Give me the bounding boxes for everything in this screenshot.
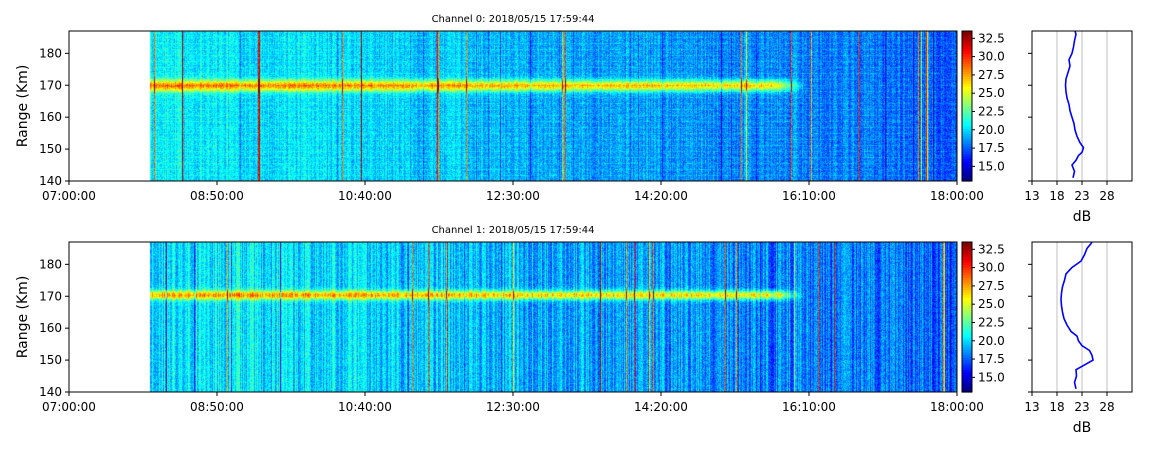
ch1-profile-xtick-label-18: 18 bbox=[1049, 400, 1064, 414]
ch0-heatmap bbox=[69, 31, 957, 181]
ch0-profile-xtick-label-23: 23 bbox=[1074, 189, 1089, 203]
ch1-ylabel: Range (Km) bbox=[15, 276, 31, 359]
ch1-profile-xtick-label-13: 13 bbox=[1024, 400, 1039, 414]
ch0-profile-xtick-label-28: 28 bbox=[1099, 189, 1114, 203]
ch0-xtick-label-12:30:00: 12:30:00 bbox=[486, 189, 540, 203]
ch0-profile-line bbox=[1064, 30, 1085, 178]
ch1-xtick-label-07:00:00: 07:00:00 bbox=[42, 400, 96, 414]
ch1-ytick-label-150: 150 bbox=[39, 353, 62, 367]
ch0-ytick-label-170: 170 bbox=[39, 78, 62, 92]
ch0-xtick-label-18:00:00: 18:00:00 bbox=[930, 189, 984, 203]
ch1-profile-frame bbox=[1031, 241, 1133, 393]
ch1-cb-tick-label-0: 15.0 bbox=[978, 370, 1005, 384]
ch0-cb-tick-label-0: 15.0 bbox=[978, 159, 1005, 173]
ch1-cb-tick-label-1: 17.5 bbox=[978, 352, 1005, 366]
ch0-cb-tick-label-3: 22.5 bbox=[978, 104, 1005, 118]
ch1-ytick-label-180: 180 bbox=[39, 257, 62, 271]
ch0-profile-frame bbox=[1031, 30, 1133, 182]
ch0-cb-tick-label-6: 30.0 bbox=[978, 50, 1005, 64]
ch1-xtick-label-12:30:00: 12:30:00 bbox=[486, 400, 540, 414]
ch1-profile-line bbox=[1060, 241, 1094, 389]
ch0-cb-tick-label-5: 27.5 bbox=[978, 68, 1005, 82]
ch0-xtick-label-07:00:00: 07:00:00 bbox=[42, 189, 96, 203]
ch0-xtick-label-14:20:00: 14:20:00 bbox=[634, 189, 688, 203]
ch0-profile-xtick-label-18: 18 bbox=[1049, 189, 1064, 203]
ch0-xtick-label-10:40:00: 10:40:00 bbox=[338, 189, 392, 203]
ch1-ytick-label-170: 170 bbox=[39, 289, 62, 303]
ch0-cb-tick-label-1: 17.5 bbox=[978, 141, 1005, 155]
ch0-cb-tick-label-7: 32.5 bbox=[978, 31, 1005, 45]
ch1-cb-tick-label-6: 30.0 bbox=[978, 261, 1005, 275]
ch1-xtick-label-10:40:00: 10:40:00 bbox=[338, 400, 392, 414]
ch1-profile-xtick-label-28: 28 bbox=[1099, 400, 1114, 414]
ch1-xtick-label-18:00:00: 18:00:00 bbox=[930, 400, 984, 414]
ch0-ylabel: Range (Km) bbox=[15, 65, 31, 148]
ch1-ytick-label-140: 140 bbox=[39, 385, 62, 399]
ch0-xtick-label-16:10:00: 16:10:00 bbox=[782, 189, 836, 203]
ch1-cb-tick-label-5: 27.5 bbox=[978, 279, 1005, 293]
ch1-xtick-label-08:50:00: 08:50:00 bbox=[190, 400, 244, 414]
ch0-cb-tick-label-4: 25.0 bbox=[978, 86, 1005, 100]
ch0-ytick-label-160: 160 bbox=[39, 110, 62, 124]
ch0-profile-xlabel: dB bbox=[1073, 209, 1092, 225]
ch1-cb-tick-label-3: 22.5 bbox=[978, 315, 1005, 329]
ch0-profile-xtick-label-13: 13 bbox=[1024, 189, 1039, 203]
ch1-cb-tick-label-7: 32.5 bbox=[978, 242, 1005, 256]
ch1-colorbar bbox=[962, 242, 972, 393]
ch0-ytick-label-150: 150 bbox=[39, 142, 62, 156]
ch0-title: Channel 0: 2018/05/15 17:59:44 bbox=[432, 14, 595, 25]
ch0-colorbar bbox=[962, 31, 972, 182]
ch1-profile-xlabel: dB bbox=[1073, 420, 1092, 436]
ch1-xtick-label-16:10:00: 16:10:00 bbox=[782, 400, 836, 414]
ch0-colorbar-frame bbox=[961, 30, 973, 182]
ch1-cb-tick-label-2: 20.0 bbox=[978, 334, 1005, 348]
ch1-profile-xtick-label-23: 23 bbox=[1074, 400, 1089, 414]
ch1-title: Channel 1: 2018/05/15 17:59:44 bbox=[432, 225, 595, 236]
ch1-heatmap bbox=[69, 242, 957, 392]
ch0-cb-tick-label-2: 20.0 bbox=[978, 123, 1005, 137]
ch0-ytick-label-180: 180 bbox=[39, 46, 62, 60]
ch1-cb-tick-label-4: 25.0 bbox=[978, 297, 1005, 311]
ch1-ytick-label-160: 160 bbox=[39, 321, 62, 335]
ch0-xtick-label-08:50:00: 08:50:00 bbox=[190, 189, 244, 203]
ch1-xtick-label-14:20:00: 14:20:00 bbox=[634, 400, 688, 414]
ch1-colorbar-frame bbox=[961, 241, 973, 393]
ch0-ytick-label-140: 140 bbox=[39, 174, 62, 188]
